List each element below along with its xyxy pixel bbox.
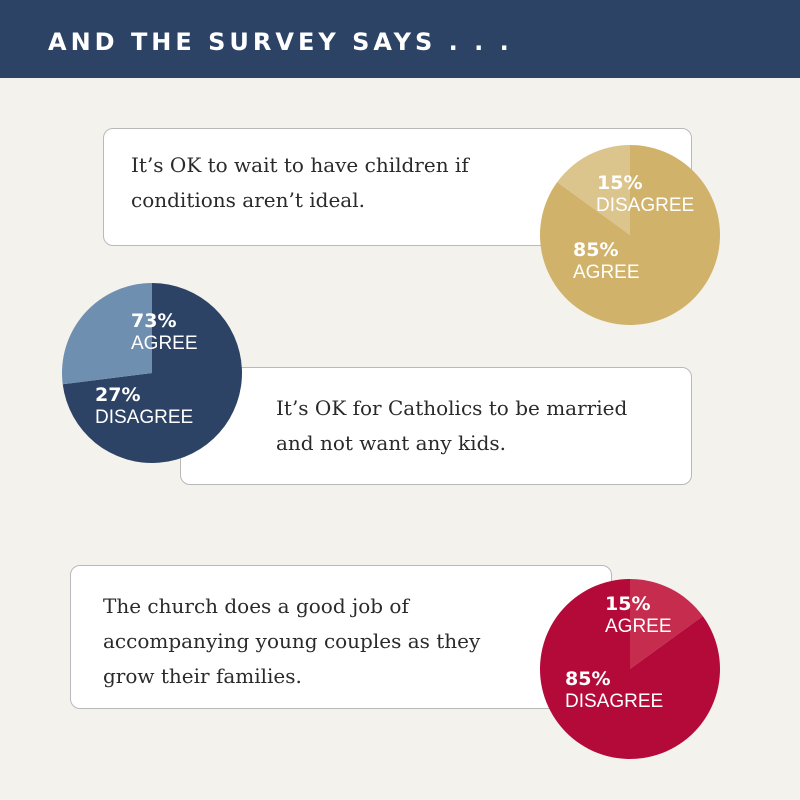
slice-percent: 85% [573, 239, 619, 261]
statement-line: and not want any kids. [276, 431, 506, 455]
pie-chart-3 [539, 579, 720, 759]
header-banner: AND THE SURVEY SAYS . . . [0, 0, 800, 78]
slice-category: DISAGREE [596, 195, 695, 216]
statement-line: The church does a good job of [103, 594, 409, 618]
pie-slice-disagree [539, 579, 720, 759]
statement-text-2: It’s OK for Catholics to be married and … [276, 391, 627, 461]
slice-percent: 73% [131, 310, 177, 332]
slice-category: AGREE [131, 333, 198, 354]
slice-label-agree: 85% AGREE [573, 238, 640, 284]
slice-label-disagree: 85% DISAGREE [565, 667, 663, 713]
pie-slice-agree [540, 145, 721, 325]
pie-slice-disagree [62, 283, 152, 385]
slice-category: DISAGREE [565, 691, 664, 712]
slice-label-agree: 73% AGREE [131, 309, 198, 355]
statement-line: grow their families. [103, 664, 302, 688]
slice-percent: 27% [95, 384, 141, 406]
slice-label-agree: 15% AGREE [605, 592, 672, 638]
slice-percent: 15% [597, 172, 643, 194]
slice-percent: 85% [565, 668, 611, 690]
statement-card-3: The church does a good job of accompanyi… [70, 565, 612, 709]
pie-chart-1 [540, 145, 721, 325]
slice-category: AGREE [605, 616, 672, 637]
slice-label-disagree: 27% DISAGREE [95, 383, 193, 429]
slice-label-disagree: 15% DISAGREE [596, 171, 695, 217]
statement-line: accompanying young couples as they [103, 629, 481, 653]
pie-slice-agree [630, 579, 703, 669]
statement-line: It’s OK for Catholics to be married [276, 396, 628, 420]
pie-slice-disagree [557, 145, 630, 235]
statement-text-3: The church does a good job of accompanyi… [103, 589, 480, 694]
pie-slice-agree [62, 283, 243, 463]
page-title: AND THE SURVEY SAYS . . . [48, 28, 513, 56]
slice-category: AGREE [573, 262, 640, 283]
slice-category: DISAGREE [95, 407, 194, 428]
slice-percent: 15% [605, 593, 651, 615]
statement-card-2: It’s OK for Catholics to be married and … [180, 367, 692, 485]
statement-line: It’s OK to wait to have children if [131, 153, 469, 177]
statement-line: conditions aren’t ideal. [131, 188, 365, 212]
pie-chart-2 [62, 283, 243, 463]
statement-text-1: It’s OK to wait to have children if cond… [131, 148, 469, 218]
